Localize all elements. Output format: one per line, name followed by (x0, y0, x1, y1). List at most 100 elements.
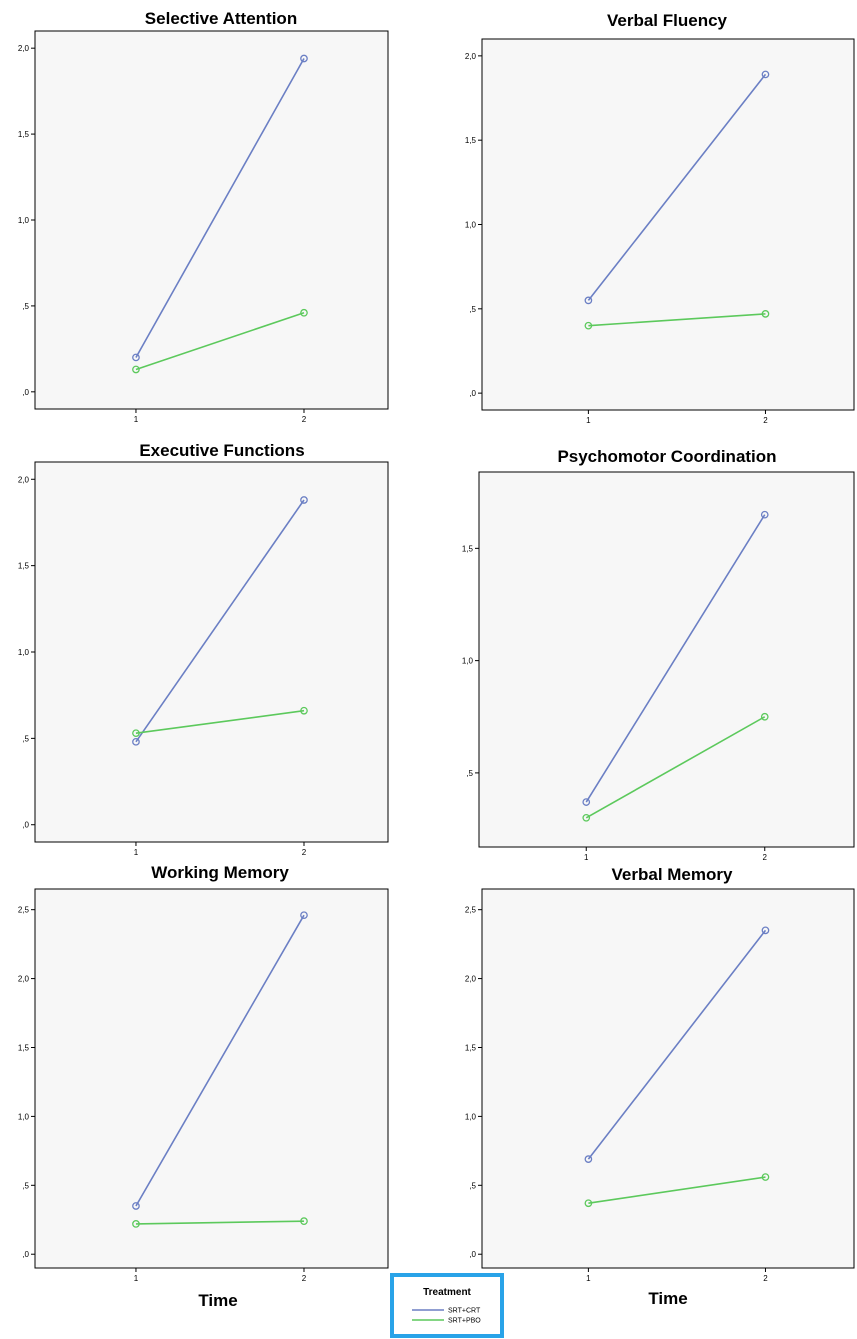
data-point (132, 737, 140, 746)
series-line-srt-pbo (135, 1220, 304, 1225)
y-tick-label: 1,0 (465, 221, 477, 230)
chart-panel-4: Psychomotor Coordination ,5 1,0 1,5 1 2 (462, 447, 855, 862)
y-tick-label: ,5 (469, 1181, 476, 1190)
data-point (584, 321, 593, 330)
x-axis-label: Time (198, 1291, 237, 1310)
chart-panel-2: Verbal Fluency ,0 ,5 1,0 1,5 2,0 1 2 (465, 11, 855, 425)
chart-title: Verbal Memory (612, 865, 733, 884)
y-tick-label: 1,0 (465, 1112, 477, 1121)
series-line-srt-pbo (135, 709, 305, 734)
series-line-srt-pbo (135, 312, 305, 371)
legend: Treatment SRT+CRT SRT+PBO (390, 1273, 504, 1338)
legend-box (390, 1273, 504, 1338)
data-point (761, 70, 770, 79)
x-tick-label: 2 (302, 1274, 307, 1283)
y-tick-label: ,0 (22, 821, 29, 830)
y-tick-label: 1,5 (18, 562, 30, 571)
y-tick-label: ,5 (469, 305, 476, 314)
series-line-srt-crt (587, 929, 767, 1160)
data-point (300, 54, 308, 63)
y-tick-label: 2,0 (465, 52, 477, 61)
y-tick-label: 1,0 (18, 648, 30, 657)
plot-area (481, 38, 855, 411)
y-tick-label: 2,0 (18, 44, 30, 53)
chart-panel-5: Working Memory ,0 ,5 1,0 1,5 2,0 2,5 1 2 Time (18, 863, 389, 1310)
y-tick-label: 2,0 (18, 475, 30, 484)
plot-area (481, 888, 855, 1269)
x-tick-label: 2 (302, 848, 307, 857)
data-point (132, 353, 140, 362)
series-line-srt-crt (587, 73, 767, 301)
series-line-srt-pbo (588, 1176, 766, 1205)
data-point (584, 296, 593, 305)
y-tick-label: ,5 (22, 1181, 29, 1190)
x-tick-label: 2 (763, 1274, 768, 1283)
chart-title: Executive Functions (139, 441, 304, 460)
data-point (132, 729, 140, 738)
x-tick-label: 1 (134, 1274, 139, 1283)
chart-title: Verbal Fluency (607, 11, 728, 30)
x-tick-label: 2 (763, 853, 768, 862)
plot-area (34, 888, 389, 1269)
data-point (584, 1199, 593, 1208)
y-tick-label: ,0 (469, 1250, 476, 1259)
plot-area (34, 30, 389, 410)
chart-title: Psychomotor Coordination (557, 447, 776, 466)
data-point (300, 308, 308, 317)
y-tick-label: ,0 (22, 388, 29, 397)
y-tick-label: 1,0 (462, 657, 474, 666)
y-tick-label: 1,5 (465, 1043, 477, 1052)
data-point (582, 813, 591, 822)
x-axis-label: Time (648, 1289, 687, 1308)
y-tick-label: 1,5 (462, 544, 474, 553)
data-point (582, 798, 591, 806)
data-point (132, 1202, 140, 1210)
legend-item-label: SRT+PBO (448, 1318, 481, 1325)
data-point (761, 310, 770, 318)
series-line-srt-crt (135, 58, 305, 358)
series-line-srt-pbo (588, 313, 766, 327)
y-tick-label: ,0 (469, 389, 476, 398)
x-tick-label: 2 (763, 416, 768, 425)
y-tick-label: 1,0 (18, 216, 30, 225)
chart-panel-1: Selective Attention ,0 ,5 1,0 1,5 2,0 1 2 (18, 9, 389, 424)
plot-area (34, 461, 389, 843)
data-point (300, 496, 308, 504)
x-tick-label: 2 (302, 415, 307, 424)
y-tick-label: ,5 (22, 734, 29, 743)
chart-title: Working Memory (151, 863, 289, 882)
chart-panel-3: Executive Functions ,0 ,5 1,0 1,5 2,0 1 2 (18, 441, 389, 857)
data-point (761, 926, 770, 935)
legend-title: Treatment (423, 1287, 471, 1298)
y-tick-label: 1,0 (18, 1112, 30, 1121)
data-point (760, 712, 769, 721)
y-tick-label: 1,5 (18, 1043, 30, 1052)
x-tick-label: 1 (134, 848, 139, 857)
y-tick-label: 2,0 (18, 975, 30, 984)
y-tick-label: 2,5 (465, 906, 477, 915)
data-point (761, 1173, 770, 1181)
data-point (300, 911, 308, 920)
plot-area (478, 471, 855, 848)
series-line-srt-crt (135, 914, 305, 1207)
x-tick-label: 1 (584, 853, 589, 862)
data-point (584, 1155, 593, 1163)
y-tick-label: 2,0 (465, 975, 477, 984)
y-tick-label: ,5 (22, 302, 29, 311)
data-point (132, 1220, 140, 1228)
series-line-srt-crt (585, 514, 766, 803)
chart-panel-6: Verbal Memory ,0 ,5 1,0 1,5 2,0 2,5 1 2 Time (465, 865, 855, 1308)
legend-item-label: SRT+CRT (448, 1308, 481, 1315)
x-tick-label: 1 (134, 415, 139, 424)
y-tick-label: 2,5 (18, 906, 30, 915)
y-tick-label: ,5 (466, 769, 473, 778)
series-line-srt-crt (135, 499, 305, 743)
y-tick-label: 1,5 (465, 136, 477, 145)
series-line-srt-pbo (585, 716, 766, 819)
chart-title: Selective Attention (145, 9, 297, 28)
data-point (300, 1217, 308, 1225)
x-tick-label: 1 (586, 1274, 591, 1283)
data-point (760, 510, 769, 519)
data-point (132, 365, 140, 374)
